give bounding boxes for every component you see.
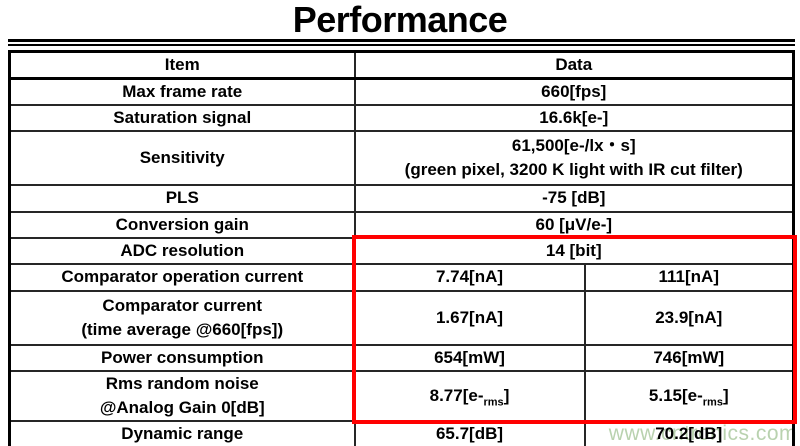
cell-dynamic-range-item: Dynamic range (8, 420, 356, 446)
table-row-power-consumption: Power consumption 654[mW] 746[mW] (8, 343, 795, 372)
table-row-adc-resolution: ADC resolution 14 [bit] (8, 236, 795, 265)
cell-rms-noise-data1: 8.77[e-rms] (353, 369, 586, 423)
cell-adc-resolution-data: 14 [bit] (353, 236, 795, 265)
cell-power-consumption-data1: 654[mW] (353, 343, 586, 372)
cell-sensitivity-item: Sensitivity (8, 130, 356, 187)
column-header-item: Item (8, 50, 356, 81)
cell-saturation-signal-item: Saturation signal (8, 104, 356, 133)
table-row-conversion-gain: Conversion gain 60 [μV/e-] (8, 210, 795, 239)
table-row-rms-random-noise: Rms random noise @Analog Gain 0[dB] 8.77… (8, 369, 795, 423)
rms-value-2-post: ] (722, 385, 729, 405)
table-row-pls: PLS -75 [dB] (8, 184, 795, 213)
cell-comparator-operation-current-data1: 7.74[nA] (353, 262, 586, 292)
table-row-comparator-current: Comparator current (time average @660[fp… (8, 289, 795, 346)
title-divider (8, 39, 795, 46)
table-row-max-frame-rate: Max frame rate 660[fps] (8, 77, 795, 107)
cell-comparator-current-data2: 23.9[nA] (583, 289, 795, 346)
table-row-sensitivity: Sensitivity 61,500[e-/lx・s] (green pixel… (8, 130, 795, 187)
cell-power-consumption-data2: 746[mW] (583, 343, 795, 372)
cell-comparator-current-item: Comparator current (time average @660[fp… (8, 289, 356, 346)
cell-power-consumption-item: Power consumption (8, 343, 356, 372)
cell-sensitivity-data: 61,500[e-/lx・s] (green pixel, 3200 K lig… (353, 130, 795, 187)
cell-rms-noise-data2: 5.15[e-rms] (583, 369, 795, 423)
cell-pls-data: -75 [dB] (353, 184, 795, 213)
cell-dynamic-range-data1: 65.7[dB] (353, 420, 586, 446)
rms-value-1-pre: 8.77[e- (429, 385, 484, 405)
performance-table: Item Data Max frame rate 660[fps] Satura… (8, 50, 796, 446)
cell-comparator-operation-current-item: Comparator operation current (8, 262, 356, 292)
cell-saturation-signal-data: 16.6k[e-] (353, 104, 795, 133)
cell-max-frame-rate-data: 660[fps] (353, 77, 795, 107)
table-row-comparator-operation-current: Comparator operation current 7.74[nA] 11… (8, 262, 795, 292)
cell-rms-noise-item: Rms random noise @Analog Gain 0[dB] (8, 369, 356, 423)
rms-value-1-sub: rms (483, 396, 504, 409)
page-title: Performance (292, 0, 508, 40)
cell-conversion-gain-item: Conversion gain (8, 210, 356, 239)
cell-comparator-operation-current-data2: 111[nA] (583, 262, 795, 292)
column-header-data: Data (353, 50, 795, 81)
cell-max-frame-rate-item: Max frame rate (8, 77, 356, 107)
cell-conversion-gain-data: 60 [μV/e-] (353, 210, 795, 239)
watermark: www.cntronics.com (608, 422, 797, 445)
cell-adc-resolution-item: ADC resolution (8, 236, 356, 265)
rms-value-2-pre: 5.15[e- (648, 385, 703, 405)
rms-value-2-sub: rms (702, 396, 723, 409)
table-row-saturation-signal: Saturation signal 16.6k[e-] (8, 104, 795, 133)
cell-comparator-current-data1: 1.67[nA] (353, 289, 586, 346)
table-header-row: Item Data (8, 50, 795, 81)
rms-value-1-post: ] (503, 385, 510, 405)
cell-pls-item: PLS (8, 184, 356, 213)
